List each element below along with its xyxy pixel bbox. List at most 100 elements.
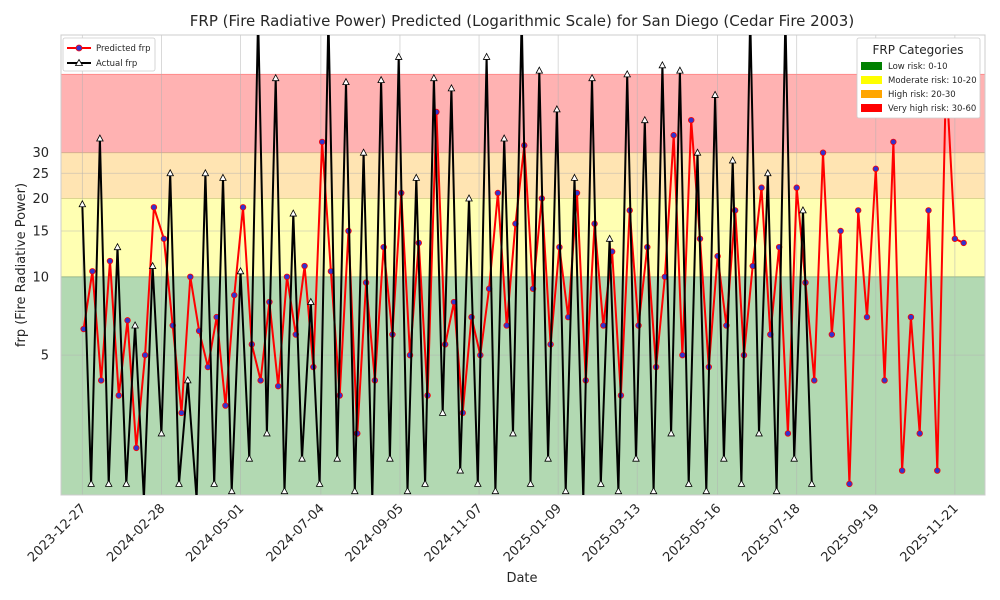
x-axis-label: Date (506, 571, 537, 586)
series-1-point-7 (143, 494, 145, 495)
series-1-point-57 (583, 494, 584, 495)
series-1-point-77 (755, 429, 763, 437)
x-tick-label-8: 2025-05-16 (660, 501, 724, 565)
series-0-point-100 (960, 239, 967, 247)
series-0-point-95 (916, 430, 923, 437)
series-1-point-69 (684, 479, 693, 487)
series-1-point-70 (693, 148, 702, 156)
series-1-point-16 (219, 173, 227, 181)
y-tick-label-3: 20 (32, 192, 49, 207)
series-1-point-2 (96, 134, 104, 142)
series-0-point-96 (925, 207, 932, 214)
x-tick-label-4: 2024-09-05 (343, 501, 407, 565)
y-tick-label-0: 5 (41, 349, 49, 364)
series-1-point-35 (386, 454, 394, 462)
series-1-point-11 (175, 479, 183, 487)
series-0-point-5 (124, 317, 131, 324)
y-tick-label-2: 15 (32, 224, 49, 239)
legend-actual-marker (74, 58, 84, 66)
series-0-point-69 (688, 116, 695, 124)
series-1-point-29 (333, 454, 342, 462)
series-0-point-93 (898, 467, 906, 474)
series-1-point-47 (491, 486, 500, 495)
series-1-point-40 (429, 73, 438, 82)
series-0-point-83 (811, 377, 818, 384)
legend-label-low: Low risk: 0-10 (888, 62, 948, 72)
series-0-point-20 (257, 377, 264, 384)
series-legend: Predicted frp Actual frp (62, 37, 156, 72)
series-1-point-61 (614, 486, 623, 495)
series-1-point-17 (227, 486, 236, 495)
x-tick-label-10: 2025-09-19 (819, 501, 883, 565)
series-1-point-41 (438, 408, 447, 416)
legend-swatch-high (861, 90, 882, 98)
series-1-point-9 (157, 429, 166, 437)
series-1-point-60 (605, 234, 614, 242)
series-0-point-59 (600, 322, 607, 329)
series-1-point-5 (122, 479, 131, 487)
series-0-point-99 (951, 235, 959, 242)
legend-label-very-high: Very high risk: 30-60 (888, 104, 976, 114)
series-1-point-64 (640, 115, 649, 124)
series-1-point-27 (315, 479, 324, 487)
series-0-point-2 (97, 377, 105, 384)
series-0-point-84 (819, 149, 827, 156)
series-1-point-18 (236, 266, 245, 275)
series-1-point-12 (183, 375, 192, 384)
series-1-point-34 (377, 75, 386, 84)
series-1-point-78 (763, 168, 772, 177)
series-1-point-52 (535, 66, 544, 74)
series-0-point-8 (150, 204, 158, 211)
series-0-point-94 (907, 313, 915, 321)
series-1-point-73 (720, 454, 728, 462)
series-1-point-75 (737, 479, 746, 487)
series-1-point-39 (421, 479, 429, 487)
series-1-point-10 (166, 168, 175, 177)
series-1-point-51 (526, 479, 535, 487)
series-1-point-21 (263, 429, 271, 437)
series-0-point-67 (670, 132, 677, 139)
series-1-point-8 (148, 261, 157, 269)
series-0-point-9 (160, 235, 168, 242)
series-0-point-81 (793, 184, 800, 191)
series-1-point-71 (702, 486, 711, 495)
series-0-point-27 (318, 138, 326, 146)
series-0-point-86 (837, 227, 844, 235)
series-1-point-58 (588, 73, 596, 82)
series-1-point-13 (196, 494, 197, 495)
series-1-point-14 (201, 168, 210, 177)
series-0-point-1 (89, 268, 96, 275)
series-1-point-4 (113, 242, 122, 251)
series-1-point-74 (728, 156, 737, 164)
series-0-point-16 (222, 402, 229, 409)
series-1-point-32 (359, 148, 368, 156)
series-1-point-37 (403, 486, 412, 495)
series-0-point-6 (133, 444, 140, 452)
series-1-point-44 (465, 194, 473, 202)
series-0-point-85 (828, 331, 836, 338)
series-1-point-30 (342, 77, 350, 86)
series-1-point-55 (561, 486, 570, 495)
x-tick-label-11: 2025-11-21 (898, 501, 962, 565)
legend-predicted-label: Predicted frp (96, 44, 151, 54)
series-1-point-68 (676, 66, 684, 74)
series-1-point-19 (245, 454, 254, 462)
series-0-point-89 (863, 313, 871, 321)
y-tick-label-4: 25 (32, 167, 49, 182)
series-1-point-1 (87, 479, 95, 487)
legend-predicted-marker (75, 44, 83, 52)
series-line-1 (81, 35, 813, 495)
series-1-point-48 (500, 134, 509, 142)
series-0-point-18 (239, 204, 247, 211)
legend-label-high: High risk: 20-30 (888, 90, 956, 100)
series-1-point-63 (632, 454, 640, 462)
series-0-point-91 (881, 377, 888, 384)
series-1-point-36 (394, 52, 403, 60)
series-0-point-68 (679, 351, 686, 359)
x-tick-label-9: 2025-07-18 (739, 501, 803, 565)
chart-title: FRP (Fire Radiative Power) Predicted (Lo… (190, 12, 854, 30)
series-0-point-7 (141, 351, 149, 359)
series-1-point-22 (271, 73, 280, 82)
series-1-point-26 (306, 297, 315, 305)
